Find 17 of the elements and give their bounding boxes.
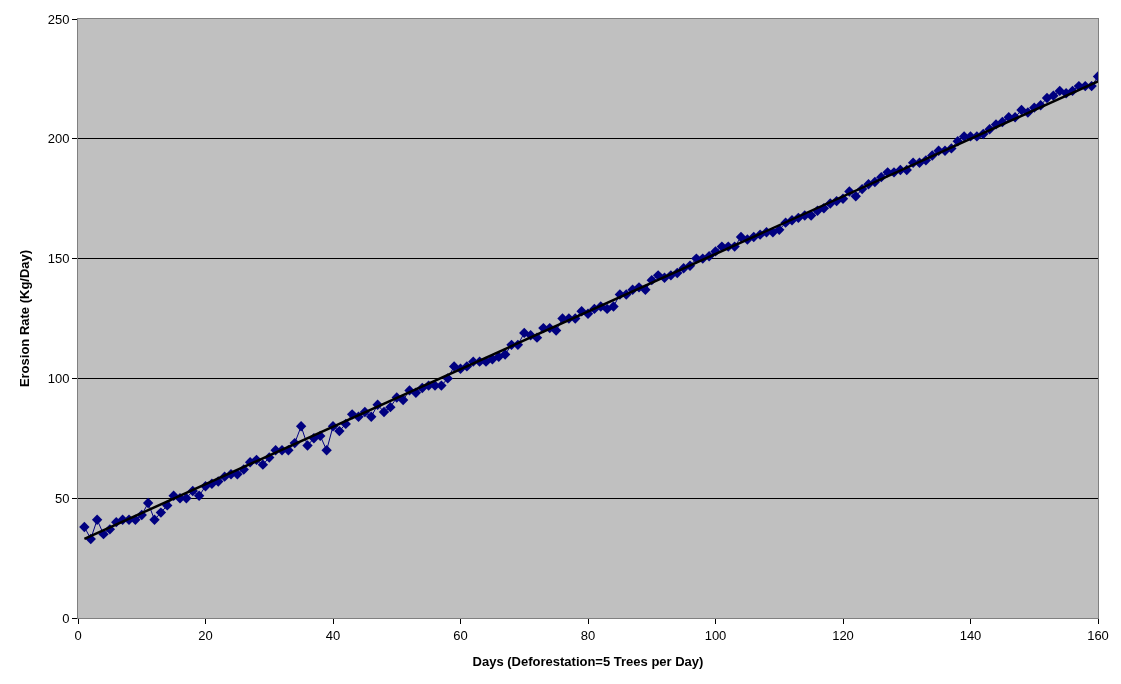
y-axis-title: Erosion Rate (Kg/Day) [16,249,32,388]
x-tick-label: 160 [1087,627,1109,643]
x-tick-label: 80 [580,627,596,643]
x-tick-label: 0 [74,627,82,643]
y-tick-label: 200 [47,131,70,147]
x-tick-label: 20 [198,627,213,643]
x-axis-title: Days (Deforestation=5 Trees per Day) [472,654,704,670]
x-tick-label: 120 [832,627,854,643]
y-tick-label: 0 [62,610,70,626]
y-tick-label: 250 [47,11,70,27]
y-tick-label: 150 [47,251,70,267]
x-tick-label: 60 [453,627,468,643]
x-tick-label: 40 [325,627,341,643]
y-tick-label: 100 [47,370,70,386]
x-tick-label: 100 [704,627,727,643]
y-tick-label: 50 [54,490,70,506]
x-tick-label: 140 [959,627,982,643]
